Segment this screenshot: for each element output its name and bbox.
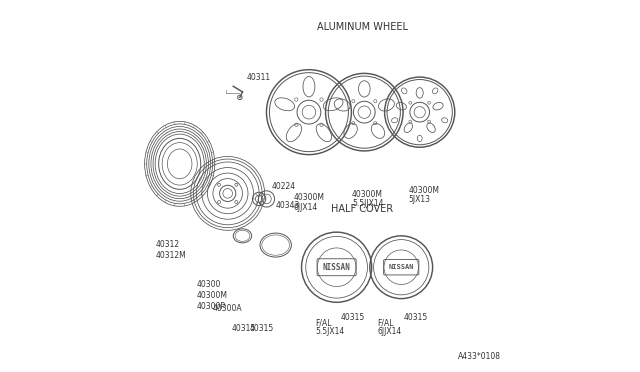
- Text: 5.5JX14: 5.5JX14: [316, 327, 344, 336]
- Text: 40300A: 40300A: [213, 304, 243, 313]
- Text: 40315: 40315: [340, 313, 365, 323]
- Text: A433*0108: A433*0108: [458, 352, 501, 361]
- Text: 40311: 40311: [246, 73, 270, 82]
- Text: 40315: 40315: [250, 324, 274, 333]
- Text: F/AL: F/AL: [378, 319, 394, 328]
- Text: 40300M: 40300M: [293, 193, 324, 202]
- Text: 40312
40312M: 40312 40312M: [156, 240, 186, 260]
- Text: NISSAN: NISSAN: [388, 264, 414, 270]
- Text: 6JJX14: 6JJX14: [293, 203, 317, 212]
- Text: 40300
40300M
40300P: 40300 40300M 40300P: [196, 280, 227, 311]
- Text: 5JX13: 5JX13: [408, 195, 431, 204]
- Text: 40300M: 40300M: [352, 190, 383, 199]
- Text: ALUMINUM WHEEL: ALUMINUM WHEEL: [317, 22, 408, 32]
- Text: 40315: 40315: [403, 313, 428, 323]
- Text: F/AL: F/AL: [316, 319, 332, 328]
- Text: 6JJX14: 6JJX14: [378, 327, 402, 336]
- Text: HALF COVER: HALF COVER: [332, 205, 394, 215]
- Text: 40343: 40343: [276, 201, 300, 210]
- Text: 40315: 40315: [232, 324, 255, 333]
- Text: 5.5JJX14: 5.5JJX14: [352, 199, 383, 208]
- Text: 40224: 40224: [272, 182, 296, 191]
- Text: NISSAN: NISSAN: [323, 263, 351, 272]
- Text: 40300M: 40300M: [408, 186, 440, 195]
